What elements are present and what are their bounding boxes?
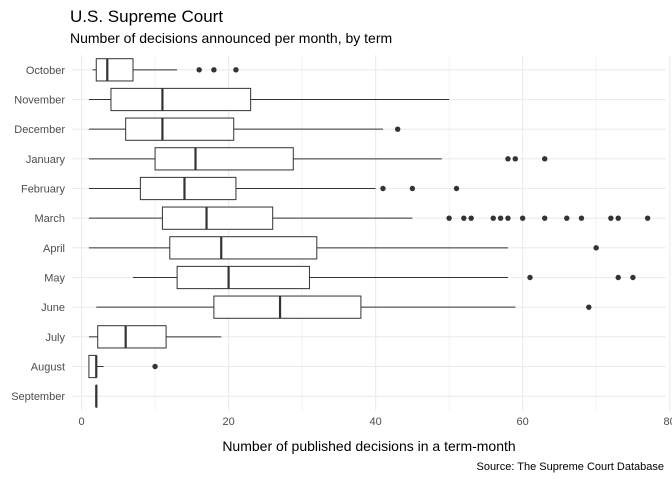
y-tick-label: September <box>11 391 65 403</box>
outlier-point <box>211 67 217 73</box>
outlier-point <box>615 215 621 221</box>
y-tick-label: October <box>26 65 65 77</box>
outlier-point <box>542 156 548 162</box>
chart-title: U.S. Supreme Court <box>70 7 223 26</box>
outlier-point <box>519 215 526 221</box>
box <box>95 58 134 82</box>
box <box>139 176 237 201</box>
box <box>88 354 97 379</box>
outlier-point <box>497 215 504 221</box>
outlier-point <box>152 363 158 370</box>
y-tick-label: March <box>34 213 65 225</box>
y-tick-label: January <box>26 154 66 166</box>
outlier-point <box>564 215 570 221</box>
outlier-point <box>578 215 585 221</box>
plot-area: 0 20 40 60 80 October November December January F… <box>11 55 672 428</box>
outlier-point <box>630 274 636 281</box>
box <box>213 295 362 319</box>
outlier-point <box>394 126 401 132</box>
y-tick-label: July <box>45 332 65 344</box>
outlier-point <box>453 185 460 192</box>
outlier-point <box>490 215 496 221</box>
y-tick-label: June <box>41 302 65 314</box>
x-tick-label: 20 <box>222 416 234 428</box>
outlier-point <box>608 215 614 221</box>
outlier-point <box>505 156 511 162</box>
outlier-point <box>542 215 548 221</box>
x-tick-label: 0 <box>78 416 84 428</box>
y-tick-label: August <box>31 362 65 374</box>
outlier-point <box>593 245 599 251</box>
outlier-point <box>615 274 621 281</box>
outlier-point <box>233 67 239 73</box>
chart-subtitle: Number of decisions announced per month,… <box>70 30 392 46</box>
outlier-point <box>409 185 416 192</box>
y-tick-label: May <box>44 273 65 285</box>
x-axis-label: Number of published decisions in a term-… <box>222 438 515 454</box>
box <box>154 147 294 171</box>
box <box>169 236 318 260</box>
box <box>110 87 252 112</box>
outlier-point <box>527 274 533 281</box>
box <box>176 265 310 290</box>
outlier-point <box>380 185 386 192</box>
y-tick-label: February <box>21 184 66 196</box>
y-tick-label: April <box>43 243 65 255</box>
x-tick-label: 60 <box>517 416 529 428</box>
y-tick-label: November <box>14 95 65 107</box>
box <box>97 325 167 349</box>
x-tick-label: 80 <box>664 416 672 428</box>
outlier-point <box>512 156 518 162</box>
y-tick-label: December <box>14 124 65 136</box>
outlier-point <box>505 215 511 221</box>
box <box>161 206 274 230</box>
outlier-point <box>644 215 651 221</box>
outlier-point <box>461 215 467 221</box>
outlier-point <box>468 215 474 221</box>
x-tick-label: 40 <box>369 416 381 428</box>
box <box>125 117 235 141</box>
outlier-point <box>196 67 202 73</box>
outlier-point <box>446 215 452 221</box>
outlier-point <box>586 304 592 310</box>
chart-caption: Source: The Supreme Court Database <box>476 461 664 473</box>
